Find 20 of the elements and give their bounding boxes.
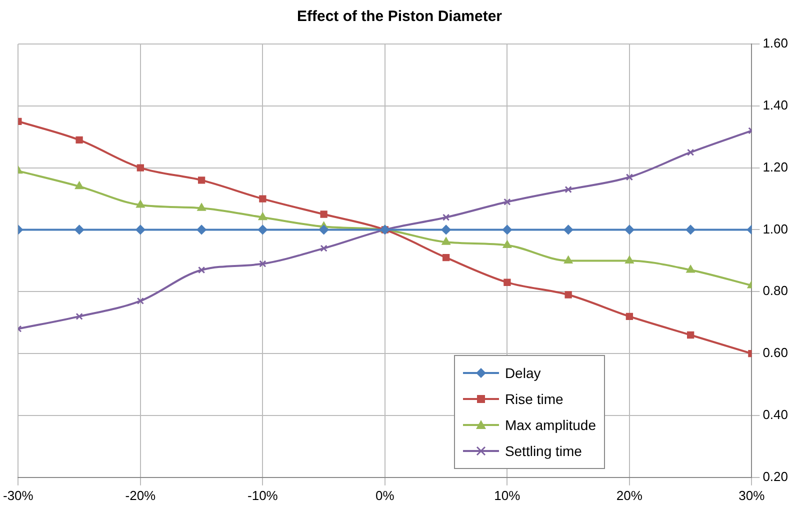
x-tick-label: 20% — [616, 488, 643, 503]
y-tick-label: 1.20 — [762, 159, 788, 174]
y-tick-label: 1.60 — [762, 36, 788, 51]
y-tick-label: 0.20 — [762, 468, 788, 484]
x-tick-label: -30% — [2, 488, 34, 503]
x-tick-label: 30% — [738, 488, 766, 503]
y-tick-label: 1.00 — [762, 221, 788, 236]
x-tick-label: -20% — [125, 488, 156, 503]
legend-label: Max amplitude — [504, 417, 596, 434]
legend-label: Settling time — [504, 443, 582, 460]
y-tick-label: 1.40 — [762, 97, 788, 112]
x-tick-label: 10% — [494, 488, 521, 503]
legend-label: Rise time — [504, 391, 564, 408]
y-tick-label: 0.40 — [762, 407, 788, 422]
chart-title: Effect of the Piston Diameter — [296, 8, 502, 26]
x-tick-label: -10% — [248, 488, 278, 503]
y-tick-label: 0.60 — [762, 345, 788, 360]
y-tick-label: 0.80 — [762, 283, 788, 298]
x-tick-label: 0% — [376, 488, 395, 503]
legend-label: Delay — [504, 365, 541, 382]
